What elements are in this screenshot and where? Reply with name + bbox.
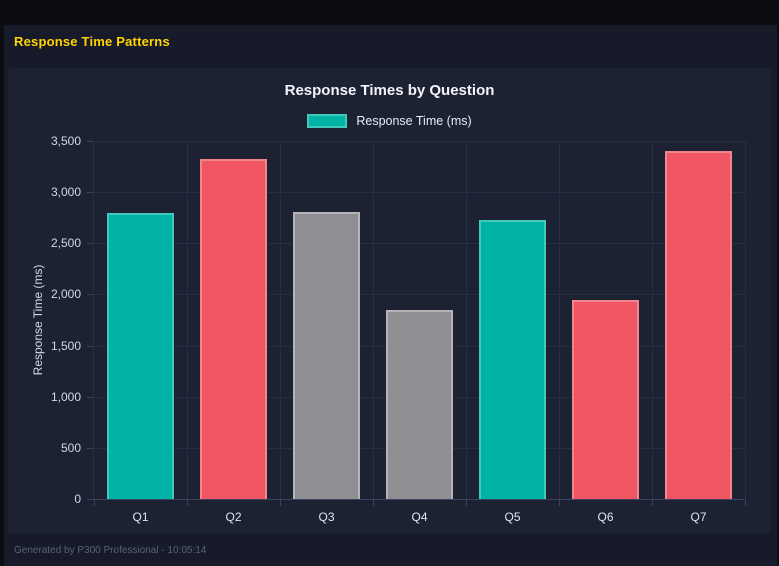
x-tick-mark (559, 500, 560, 506)
legend-swatch (307, 114, 348, 128)
gridline-vertical (559, 141, 560, 499)
x-tick-mark (745, 500, 746, 506)
y-tick-mark (87, 243, 93, 245)
x-tick-label: Q5 (504, 510, 521, 524)
chart-title: Response Times by Question (284, 82, 495, 99)
x-tick-label: Q6 (597, 510, 614, 524)
y-tick-label: 0 (74, 492, 81, 506)
gridline-horizontal (94, 192, 745, 194)
x-tick-label: Q2 (225, 510, 242, 524)
gridline-vertical (466, 141, 467, 499)
gridline-horizontal (94, 243, 745, 245)
gridline-vertical (652, 141, 653, 499)
bar-q2[interactable] (200, 159, 267, 499)
y-tick-mark (87, 192, 93, 194)
bar-q6[interactable] (572, 300, 639, 499)
y-tick-label: 2,500 (50, 236, 81, 251)
y-tick-label: 1,500 (50, 338, 81, 353)
gridline-horizontal (94, 141, 745, 142)
y-tick-mark (87, 294, 93, 296)
x-tick-mark (373, 500, 374, 506)
x-tick-label: Q1 (132, 510, 149, 524)
y-tick-mark (87, 345, 93, 347)
y-tick-label: 1,000 (50, 389, 81, 404)
x-tick-label: Q4 (411, 510, 428, 524)
gridline-vertical (745, 141, 746, 499)
chart-legend[interactable]: Response Time (ms) (8, 114, 771, 128)
y-tick-mark (87, 499, 93, 500)
bar-q4[interactable] (386, 310, 453, 499)
y-tick-label: 2,000 (50, 287, 81, 302)
x-tick-mark (280, 500, 281, 506)
page-title: Response Time Patterns (14, 34, 170, 49)
y-tick-label: 3,500 (50, 134, 81, 148)
x-tick-mark (652, 500, 653, 506)
x-tick-mark (466, 500, 467, 506)
footer-note: Generated by P300 Professional - 10:05:1… (14, 545, 207, 556)
legend-label: Response Time (ms) (356, 114, 472, 128)
gridline-vertical (373, 141, 374, 499)
app-window: Response Time Patterns Response Times by… (4, 25, 777, 566)
x-tick-mark (187, 500, 188, 506)
x-tick-label: Q3 (318, 510, 335, 524)
bar-q1[interactable] (107, 213, 174, 499)
gridline-horizontal (94, 294, 745, 296)
y-tick-mark (87, 396, 93, 398)
bar-q5[interactable] (479, 220, 546, 499)
chart-card: Response Times by Question Response Time… (8, 68, 771, 534)
y-tick-mark (87, 447, 93, 449)
bar-q7[interactable] (665, 151, 732, 499)
x-tick-mark (94, 500, 95, 506)
x-tick-label: Q7 (690, 510, 707, 524)
gridline-vertical (187, 141, 188, 499)
gridline-vertical (280, 141, 281, 499)
bar-q3[interactable] (293, 212, 360, 499)
y-tick-mark (87, 141, 93, 142)
y-tick-label: 500 (60, 440, 81, 455)
y-axis-title: Response Time (ms) (31, 264, 45, 376)
y-tick-label: 3,000 (50, 185, 81, 200)
plot-area: 0 500 1,000 1,500 2,000 2,500 3,000 3,500 Q1 Q2 Q3… (51, 134, 746, 524)
